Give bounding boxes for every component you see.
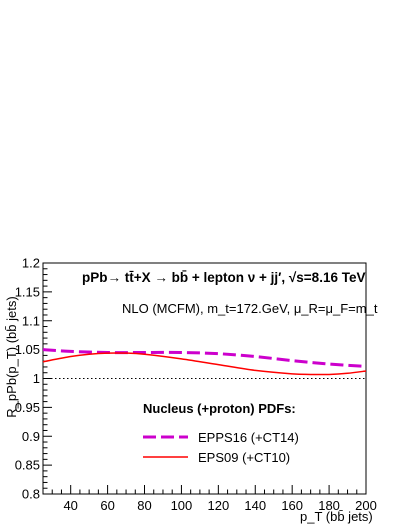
y-axis-title: R_pPb(p_T) (bb̄ jets): [4, 296, 19, 417]
x-tick-label: 100: [171, 498, 193, 513]
x-tick-label: 120: [207, 498, 229, 513]
y-tick-label: 1.05: [15, 342, 40, 357]
y-tick-label: 0.95: [15, 400, 40, 415]
setup-annotation: NLO (MCFM), m_t=172.GeV, μ_R=μ_F=m_t: [122, 301, 378, 316]
process-annotation-text: pPb→ tt̄+X → bb̄ + lepton ν + jj′, √s=8.…: [82, 270, 365, 285]
x-tick-label: 180: [318, 498, 340, 513]
series-line-epps16: [42, 348, 367, 368]
series-line-eps09: [42, 352, 367, 376]
legend-label-epps16: EPPS16 (+CT14): [198, 430, 299, 445]
x-tick-label: 140: [244, 498, 266, 513]
x-tick-label: 80: [137, 498, 151, 513]
y-tick-label: 1: [33, 371, 40, 386]
x-tick-label: 200: [355, 498, 377, 513]
y-tick-label: 1.2: [22, 256, 40, 271]
axis-ticks: 40 60 80 100 120 140 160 180 200 0.8 0.85 0.9 0.95 1 1…: [15, 256, 377, 514]
y-tick-label: 1.1: [22, 313, 40, 328]
process-annotation: pPb→ tt̄+X → bb̄ + lepton ν + jj′, √s=8.…: [82, 270, 365, 285]
series-curves: [42, 348, 367, 376]
legend-title: Nucleus (+proton) PDFs:: [143, 401, 296, 416]
legend-label-eps09: EPS09 (+CT10): [198, 450, 290, 465]
x-tick-label: 60: [100, 498, 114, 513]
y-tick-label: 1.15: [15, 284, 40, 299]
y-tick-label: 0.85: [15, 458, 40, 473]
x-tick-label: 40: [63, 498, 77, 513]
y-tick-label: 0.8: [22, 487, 40, 502]
setup-annotation-text: NLO (MCFM), m_t=172.GeV, μ_R=μ_F=m_t: [122, 301, 378, 316]
y-tick-label: 0.9: [22, 429, 40, 444]
legend: Nucleus (+proton) PDFs: EPPS16 (+CT14) E…: [143, 401, 299, 465]
x-axis-title: p_T (bb̄ jets): [300, 509, 373, 524]
x-tick-label: 160: [281, 498, 303, 513]
